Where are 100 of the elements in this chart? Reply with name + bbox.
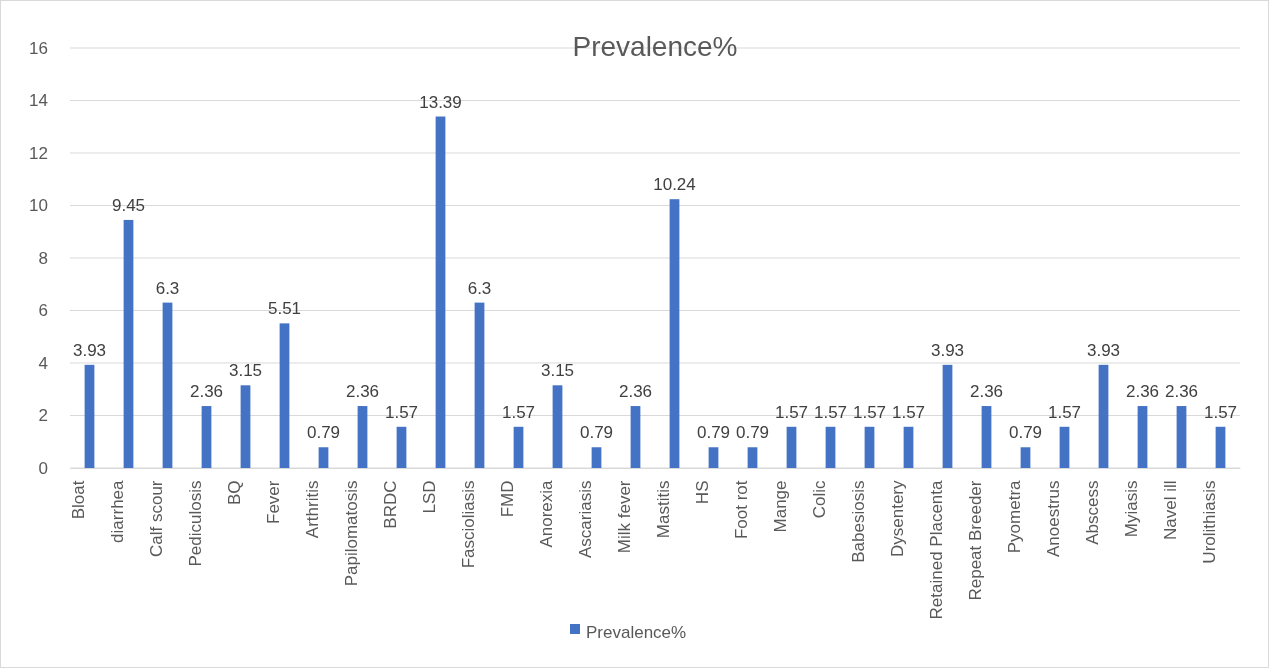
x-tick-label: Myiasis [1121, 480, 1141, 538]
x-tick-label: Fever [263, 480, 283, 524]
bar [1137, 406, 1148, 468]
x-tick-label: HS [692, 480, 712, 505]
x-tick-label: Repeat Breeder [965, 480, 985, 601]
bar [786, 426, 797, 468]
legend-label: Prevalence% [586, 623, 687, 643]
data-label: 1.57 [1047, 402, 1082, 422]
x-tick-label: diarrhea [107, 479, 127, 543]
data-label: 3.93 [72, 340, 107, 360]
data-label: 3.15 [540, 361, 575, 381]
bar [864, 426, 875, 468]
y-tick-label: 0 [38, 458, 48, 478]
bar [669, 199, 680, 468]
data-label: 0.79 [735, 423, 770, 443]
bar [1215, 426, 1226, 468]
bar [279, 323, 290, 468]
y-tick-label: 12 [29, 143, 48, 163]
data-label: 10.24 [653, 175, 696, 195]
x-tick-label: Mastitis [653, 480, 673, 539]
x-tick-label: Mange [770, 480, 790, 533]
data-label: 2.36 [969, 382, 1004, 402]
bar [747, 447, 758, 468]
bar [474, 302, 485, 468]
y-tick-label: 6 [38, 301, 48, 321]
x-tick-label: Foot rot [731, 480, 751, 540]
bar [240, 385, 251, 468]
data-label: 1.57 [774, 402, 809, 422]
x-tick-label: Ascariasis [575, 480, 595, 558]
bar [825, 426, 836, 468]
bar [708, 447, 719, 468]
data-label: 1.57 [813, 402, 848, 422]
chart-title: Prevalence% [572, 31, 738, 62]
x-tick-label: Anoestrus [1043, 480, 1063, 558]
data-label: 2.36 [1125, 382, 1160, 402]
data-label: 6.3 [155, 278, 180, 298]
bar [552, 385, 563, 468]
bar [201, 406, 212, 468]
x-tick-label: LSD [419, 480, 439, 514]
bar [942, 364, 953, 468]
data-label: 2.36 [345, 382, 380, 402]
x-tick-label: Milk fever [614, 480, 634, 554]
x-tick-label: Retained Placenta [926, 479, 946, 620]
x-tick-label: Arthritis [302, 480, 322, 539]
y-tick-label: 16 [29, 38, 48, 58]
x-tick-label: BQ [224, 480, 244, 506]
x-tick-label: Babesiosis [848, 480, 868, 563]
data-label: 0.79 [579, 423, 614, 443]
bar [903, 426, 914, 468]
bar [318, 447, 329, 468]
x-tick-label: Colic [809, 480, 829, 519]
data-label: 1.57 [501, 402, 536, 422]
x-tick-label: Fascioliasis [458, 480, 478, 569]
x-tick-label: Navel ill [1160, 480, 1180, 541]
bar [435, 116, 446, 468]
data-label: 3.93 [1086, 340, 1121, 360]
x-tick-label: Pediculosis [185, 480, 205, 567]
data-label: 9.45 [111, 195, 146, 215]
bar [591, 447, 602, 468]
x-tick-label: FMD [497, 480, 517, 518]
x-tick-label: Dysentery [887, 480, 907, 558]
y-tick-label: 10 [29, 196, 48, 216]
bar [981, 406, 992, 468]
x-tick-label: BRDC [380, 480, 400, 529]
bar [1098, 364, 1109, 468]
y-tick-label: 14 [29, 91, 48, 111]
x-tick-label: Papilomatosis [341, 480, 361, 587]
data-label: 1.57 [384, 402, 419, 422]
x-tick-label: Abscess [1082, 480, 1102, 545]
data-label: 1.57 [852, 402, 887, 422]
data-label: 0.79 [306, 423, 341, 443]
bar [630, 406, 641, 468]
x-tick-label: Bloat [68, 480, 88, 520]
data-label: 2.36 [189, 382, 224, 402]
x-tick-label: Urolithiasis [1199, 480, 1219, 564]
data-label: 5.51 [267, 299, 302, 319]
y-tick-label: 2 [38, 406, 48, 426]
bar [1020, 447, 1031, 468]
data-label: 0.79 [1008, 423, 1043, 443]
data-label: 6.3 [467, 278, 492, 298]
bar [396, 426, 407, 468]
bar [1059, 426, 1070, 468]
data-label: 0.79 [696, 423, 731, 443]
bar [357, 406, 368, 468]
bar [162, 302, 173, 468]
data-label: 1.57 [1203, 402, 1238, 422]
x-tick-label: Calf scour [146, 480, 166, 558]
data-label: 1.57 [891, 402, 926, 422]
bar [513, 426, 524, 468]
data-label: 3.15 [228, 361, 263, 381]
bar [123, 219, 134, 468]
bar [84, 364, 95, 468]
data-label: 3.93 [930, 340, 965, 360]
y-tick-label: 4 [38, 353, 48, 373]
x-tick-label: Anorexia [536, 479, 556, 548]
y-tick-label: 8 [38, 248, 48, 268]
data-label: 2.36 [1164, 382, 1199, 402]
x-tick-label: Pyometra [1004, 479, 1024, 554]
data-label: 13.39 [419, 92, 462, 112]
bar [1176, 406, 1187, 468]
